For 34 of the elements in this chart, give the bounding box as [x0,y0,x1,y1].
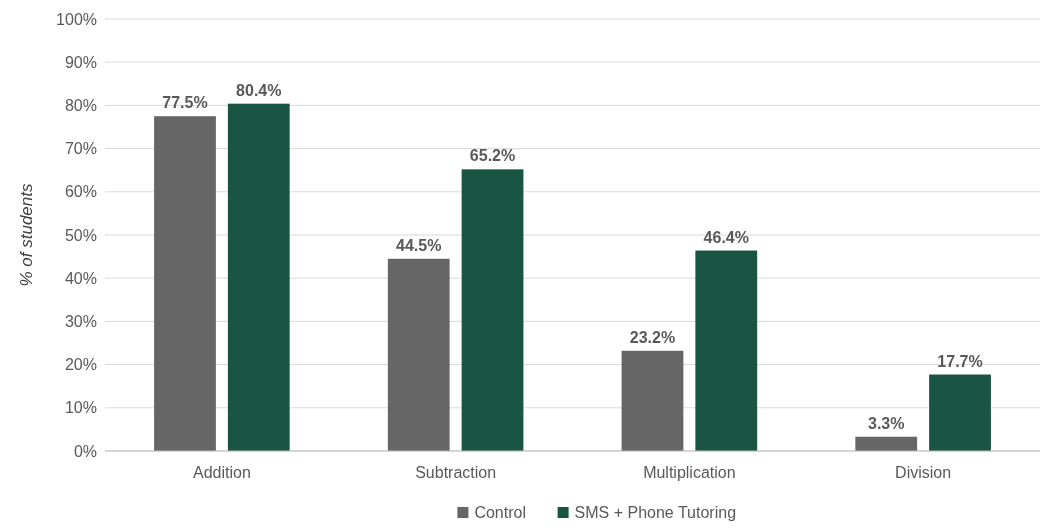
bar [387,258,450,451]
y-tick-label: 40% [64,269,97,287]
y-tick-label: 100% [56,10,97,28]
data-label: 77.5% [162,94,208,112]
legend-label: SMS + Phone Tutoring [574,504,737,521]
y-tick-label: 10% [64,399,97,417]
y-axis-title: % of students [17,183,36,287]
legend-label: Control [474,504,526,521]
y-tick-label: 0% [73,442,97,460]
data-label: 17.7% [937,352,983,370]
x-tick-label: Division [895,464,952,481]
y-tick-label: 70% [64,140,97,158]
data-label: 3.3% [868,414,905,432]
y-tick-label: 30% [64,313,97,330]
bar [621,350,684,451]
bar [929,374,991,451]
y-tick-label: 50% [64,226,97,244]
bar [461,169,524,451]
bar [227,103,290,451]
data-label: 46.4% [703,228,749,246]
y-tick-label: 20% [64,356,97,374]
bar [695,250,758,451]
y-tick-label: 90% [64,53,97,71]
data-label: 44.5% [396,236,442,254]
y-tick-label: 80% [64,97,97,114]
data-label: 80.4% [236,81,282,99]
x-tick-label: Subtraction [415,464,497,481]
x-tick-label: Multiplication [643,464,736,481]
data-label: 65.2% [469,147,516,165]
x-tick-label: Addition [192,464,251,481]
bar [855,436,918,451]
data-label: 23.2% [629,328,676,346]
y-tick-label: 60% [64,183,97,201]
bar [154,116,216,451]
